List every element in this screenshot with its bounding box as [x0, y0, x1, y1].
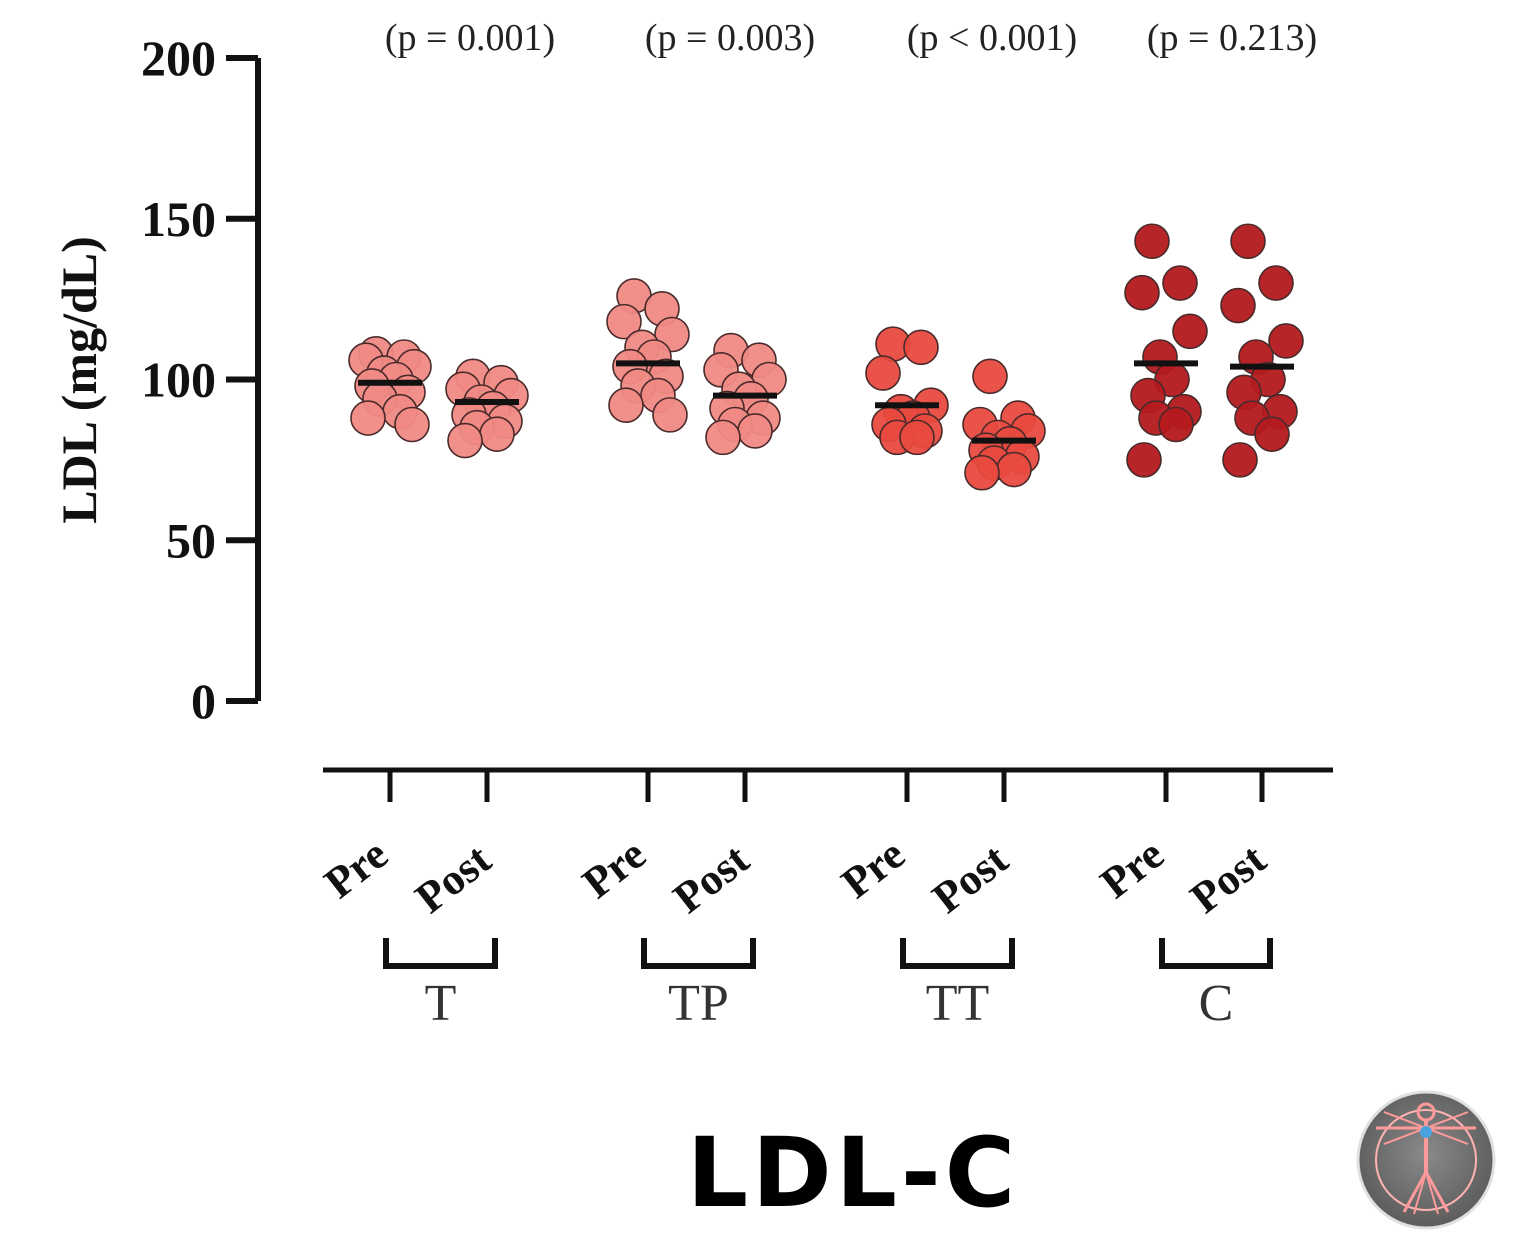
- point-TP-pre-11: [652, 397, 688, 433]
- point-C-post-2: [1220, 287, 1256, 324]
- point-TP-post-9: [737, 413, 773, 449]
- point-T-post-10: [447, 422, 483, 459]
- point-T-post-9: [479, 416, 515, 452]
- y-tick-label-100: 100: [141, 352, 216, 408]
- p-values: (p = 0.001) (p = 0.003) (p < 0.001) (p = 0.…: [385, 17, 1317, 59]
- group-label-TT: TT: [926, 975, 990, 1032]
- point-C-post-3: [1268, 323, 1304, 359]
- group-label-T: T: [425, 975, 457, 1032]
- group-label-C: C: [1199, 975, 1234, 1032]
- bracket-T: [383, 938, 498, 969]
- point-TT-post-9: [996, 451, 1032, 488]
- point-TP-post-10: [705, 419, 741, 456]
- bracket-TT: [900, 938, 1015, 969]
- point-TT-pre-1: [903, 329, 939, 366]
- group-brackets: T TP TT C: [383, 938, 1273, 1032]
- y-tick-label-0: 0: [191, 673, 216, 729]
- bracket-TP: [641, 938, 756, 969]
- y-ticks: 0 50 100 150 200: [141, 30, 258, 729]
- data-points: [348, 223, 1304, 491]
- point-C-pre-10: [1126, 442, 1162, 478]
- point-C-post-0: [1230, 223, 1266, 260]
- point-T-pre-10: [350, 400, 386, 436]
- condition-label-TP-pre: Pre: [573, 829, 654, 908]
- p-value-TP: (p = 0.003): [645, 17, 815, 59]
- y-axis-label: LDL (mg/dL): [51, 236, 107, 524]
- point-C-pre-1: [1162, 265, 1198, 301]
- x-ticks: [387, 770, 1265, 802]
- point-TT-post-10: [964, 454, 1000, 491]
- group-label-TP: TP: [668, 975, 729, 1032]
- point-C-post-10: [1222, 442, 1258, 478]
- condition-label-T-pre: Pre: [315, 829, 396, 908]
- p-value-TT: (p < 0.001): [907, 17, 1077, 59]
- point-T-pre-11: [394, 406, 430, 443]
- condition-label-TP-post: Post: [664, 834, 758, 922]
- vitruvian-man-logo: [1356, 1090, 1496, 1230]
- point-TP-pre-10: [608, 387, 644, 424]
- condition-label-TT-pre: Pre: [832, 829, 913, 908]
- condition-labels: Pre Post Pre Post Pre Post Pre Post: [315, 829, 1275, 922]
- point-TT-post-0: [972, 358, 1008, 395]
- point-C-post-9: [1254, 416, 1290, 452]
- p-value-T: (p = 0.001): [385, 17, 555, 59]
- point-TP-pre-2: [606, 303, 642, 340]
- point-TT-pre-9: [899, 419, 935, 456]
- condition-label-C-post: Post: [1181, 834, 1275, 922]
- condition-label-T-post: Post: [406, 834, 500, 922]
- bracket-C: [1159, 938, 1273, 969]
- y-tick-label-150: 150: [141, 191, 216, 247]
- condition-label-C-pre: Pre: [1091, 829, 1172, 908]
- point-C-pre-3: [1172, 313, 1208, 350]
- condition-label-TT-post: Post: [923, 834, 1017, 922]
- y-tick-label-50: 50: [166, 512, 216, 568]
- point-C-post-1: [1258, 265, 1294, 301]
- point-C-pre-9: [1158, 406, 1194, 443]
- point-C-pre-2: [1124, 274, 1160, 311]
- p-value-C: (p = 0.213): [1147, 17, 1317, 59]
- y-tick-label-200: 200: [141, 30, 216, 86]
- point-C-pre-0: [1134, 223, 1170, 260]
- chart-title: LDL-C: [687, 1117, 1019, 1229]
- point-TT-pre-2: [865, 355, 901, 391]
